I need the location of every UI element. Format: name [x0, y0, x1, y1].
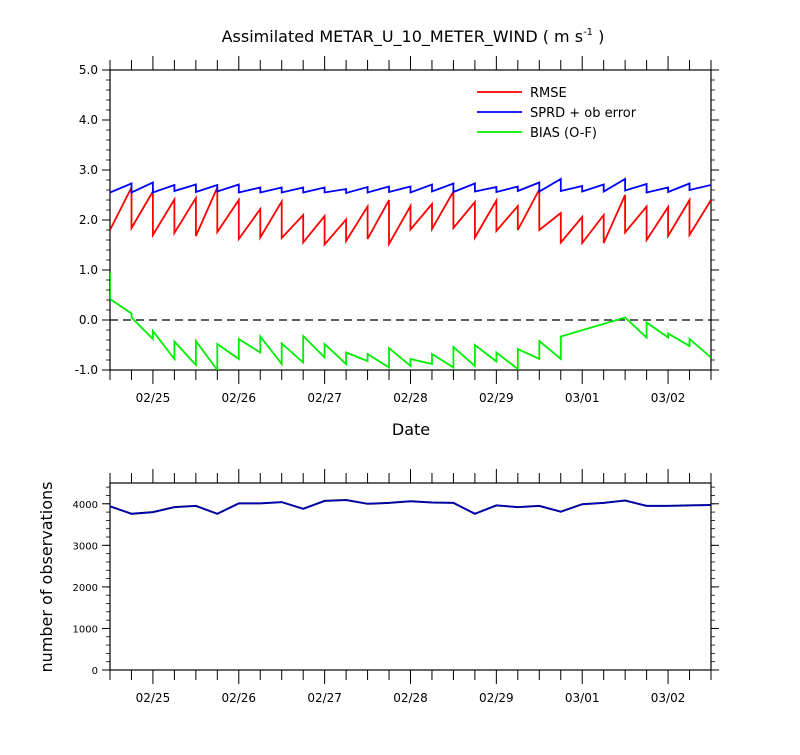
y-tick-label: 3000	[73, 541, 98, 552]
y-tick-label: 1000	[73, 624, 98, 635]
observation-count-line-overlay	[110, 499, 711, 515]
top-panel: Assimilated METAR_U_10_METER_WIND ( m s-…	[75, 27, 719, 439]
x-tick-label: 02/27	[307, 691, 342, 705]
x-tick-label: 02/25	[136, 391, 171, 405]
bottom-plot-frame	[109, 482, 712, 671]
y-tick-label: 1.0	[79, 263, 98, 277]
y-tick-label: 4.0	[79, 113, 98, 127]
x-tick-label: 02/29	[479, 691, 514, 705]
y-tick-label: -1.0	[75, 363, 98, 377]
legend-label: RMSE	[530, 86, 567, 101]
y-tick-label: 2.0	[79, 213, 98, 227]
y-tick-label: 0.0	[79, 313, 98, 327]
chart-title: Assimilated METAR_U_10_METER_WIND ( m s-…	[222, 27, 605, 47]
x-tick-label: 02/28	[393, 691, 428, 705]
y-tick-label: 0	[92, 666, 98, 677]
x-tick-label: 02/27	[307, 391, 342, 405]
chart-title-main: Assimilated METAR_U_10_METER_WIND ( m s	[222, 27, 583, 47]
x-axis-label: Date	[392, 420, 430, 439]
bottom-panel: 0 1000 2000 3000 4000 02/25 02/26 02/27 02/28 02/…	[37, 469, 719, 705]
y-tick-label: 2000	[73, 583, 98, 594]
x-tick-label: 03/02	[651, 691, 686, 705]
series-line-sprd-ob-error	[110, 177, 711, 195]
x-tick-label: 03/01	[565, 691, 600, 705]
y-tick-label: 3.0	[79, 163, 98, 177]
chart-title-end: )	[593, 27, 604, 46]
chart-title-superscript: -1	[583, 27, 593, 38]
legend-label: SPRD + ob error	[530, 106, 637, 121]
x-tick-label: 02/26	[221, 391, 256, 405]
observation-count-line	[110, 498, 711, 515]
x-tick-label: 03/02	[651, 391, 686, 405]
x-tick-label: 02/28	[393, 391, 428, 405]
legend-label: BIAS (O-F)	[530, 126, 597, 141]
series-line-rmse	[110, 187, 711, 248]
y-tick-label: 5.0	[79, 63, 98, 77]
x-tick-label: 02/26	[221, 691, 256, 705]
y-tick-label: 4000	[73, 500, 98, 511]
x-tick-label: 02/25	[136, 691, 171, 705]
x-tick-label: 02/29	[479, 391, 514, 405]
x-tick-label: 03/01	[565, 391, 600, 405]
series-line-bias-o-f-	[110, 272, 711, 370]
y-axis-label: number of observations	[37, 482, 56, 673]
